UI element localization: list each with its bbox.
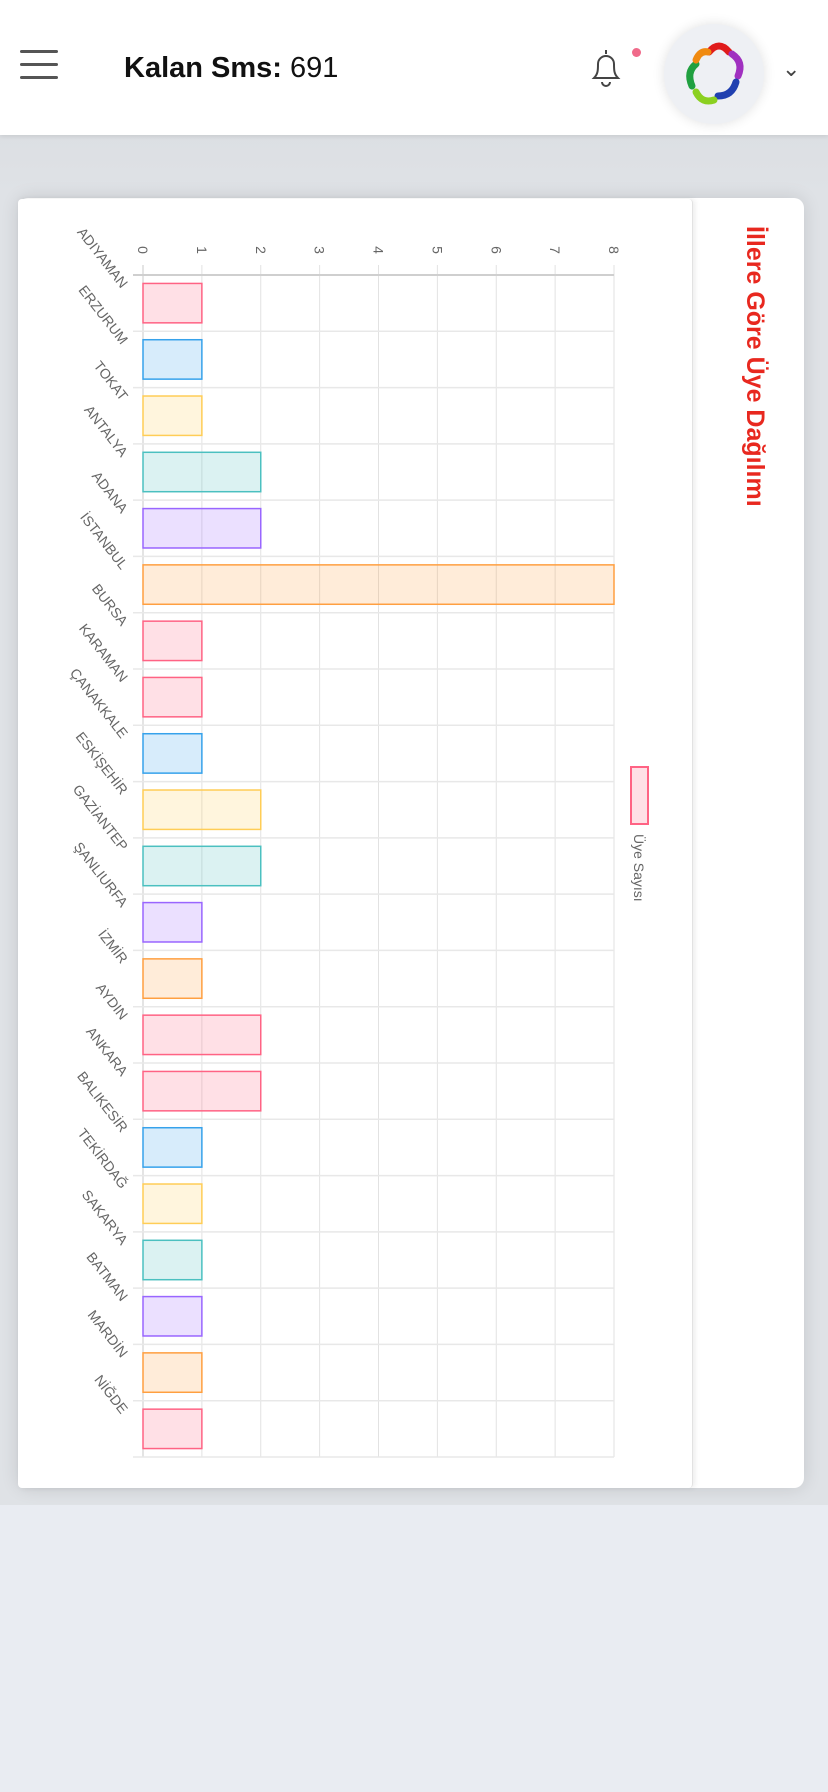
notification-dot: [632, 48, 641, 57]
top-bar: Kalan Sms: 691 ⌄: [0, 0, 828, 135]
chart-panel: [18, 199, 693, 1488]
category-label: İZMİR: [95, 926, 132, 966]
category-label: BALIKESİR: [74, 1068, 132, 1135]
tick-label: 4: [371, 246, 387, 254]
sms-label: Kalan Sms:: [124, 52, 282, 84]
category-label: TOKAT: [91, 358, 132, 404]
bar-şanliurfa: [142, 901, 203, 943]
bar-batman: [142, 1295, 203, 1337]
hamburger-icon[interactable]: [20, 50, 58, 84]
category-label: TEKİRDAĞ: [75, 1125, 132, 1192]
bar-i̇zmi̇r: [142, 958, 203, 1000]
bar-balikesi̇r: [142, 1126, 203, 1168]
category-label: ANTALYA: [81, 402, 131, 460]
tick-label: 3: [312, 246, 328, 254]
bar-karaman: [142, 676, 203, 718]
avatar[interactable]: [664, 24, 764, 124]
bar-mardi̇n: [142, 1352, 203, 1394]
bar-adana: [142, 507, 262, 549]
bar-sakarya: [142, 1239, 203, 1281]
bar-ni̇ğde: [142, 1408, 203, 1450]
category-label: NİĞDE: [91, 1371, 132, 1416]
tick-label: 2: [253, 246, 269, 254]
category-label: SAKARYA: [79, 1187, 132, 1248]
bar-gazi̇antep: [142, 845, 262, 887]
category-label: ERZURUM: [76, 282, 132, 347]
category-label: ADIYAMAN: [74, 224, 131, 291]
category-label: İSTANBUL: [77, 509, 132, 573]
tick-label: 7: [547, 246, 563, 254]
legend-swatch: [630, 766, 649, 825]
tick-label: 1: [194, 246, 210, 254]
remaining-sms: Kalan Sms: 691: [124, 52, 338, 85]
tick-label: 0: [135, 246, 151, 254]
bar-antalya: [142, 451, 262, 493]
category-label: AYDIN: [93, 980, 131, 1023]
legend-label: Üye Sayısı: [631, 834, 648, 902]
bar-i̇stanbul: [142, 564, 615, 606]
bar-eski̇şehi̇r: [142, 789, 262, 831]
category-label: BURSA: [89, 581, 132, 629]
chevron-down-icon[interactable]: ⌄: [782, 56, 801, 81]
bar-erzurum: [142, 338, 203, 380]
bar-tokat: [142, 395, 203, 437]
sms-value: 691: [290, 52, 339, 84]
bar-bursa: [142, 620, 203, 662]
bell-icon[interactable]: [586, 46, 626, 90]
bar-aydin: [142, 1014, 262, 1056]
tick-label: 5: [429, 246, 445, 254]
bar-teki̇rdağ: [142, 1183, 203, 1225]
logo-icon: [686, 42, 744, 105]
category-label: BATMAN: [83, 1249, 131, 1304]
tick-label: 8: [606, 246, 622, 254]
category-label: MARDİN: [85, 1306, 132, 1360]
category-label: ADANA: [89, 468, 132, 516]
bar-ankara: [142, 1070, 262, 1112]
bar-adiyaman: [142, 282, 203, 324]
bar-çanakkale: [142, 732, 203, 774]
category-label: ANKARA: [83, 1024, 131, 1080]
tick-label: 6: [488, 246, 504, 254]
